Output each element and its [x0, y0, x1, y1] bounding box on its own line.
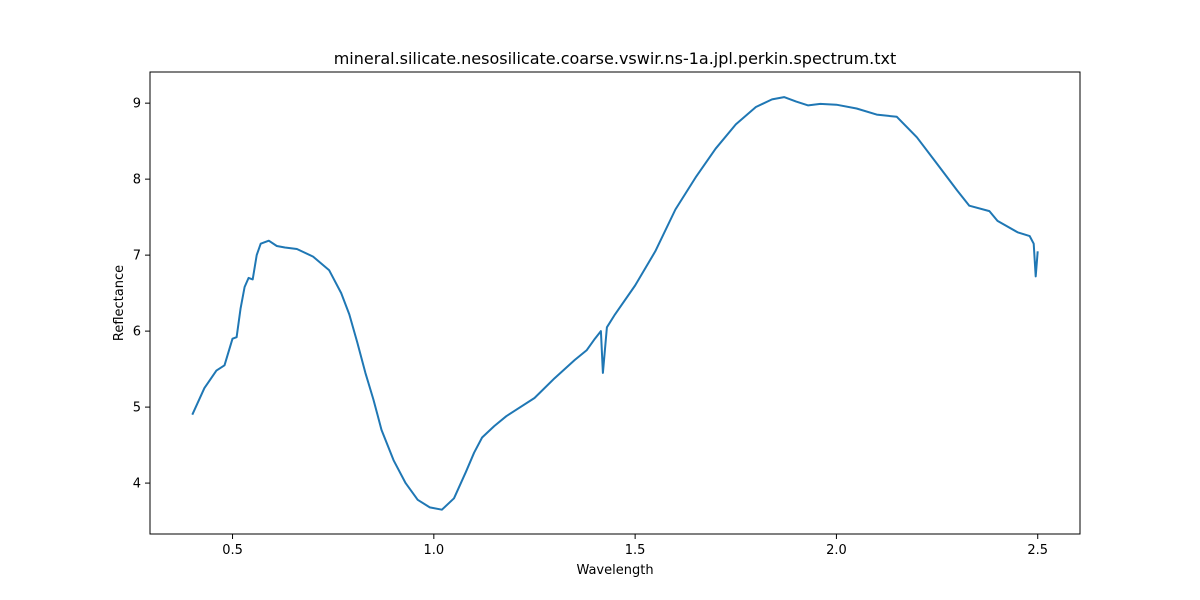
y-tick-label: 8: [133, 173, 141, 188]
x-tick-label: 1.0: [423, 543, 444, 558]
y-tick-label: 9: [133, 97, 141, 112]
x-tick-label: 2.0: [826, 543, 847, 558]
y-tick-label: 4: [133, 477, 141, 492]
y-axis-label: Reflectance: [112, 265, 127, 341]
y-tick-label: 7: [133, 249, 141, 264]
y-tick-label: 5: [133, 401, 141, 416]
spectrum-line: [191, 96, 1039, 511]
x-tick-label: 0.5: [222, 543, 243, 558]
x-axis-label: Wavelength: [576, 563, 653, 578]
axes-frame: [149, 71, 1081, 535]
y-axis-ticks: 4 5 6 7 8 9: [133, 97, 150, 492]
x-tick-label: 2.5: [1027, 543, 1048, 558]
chart-title: mineral.silicate.nesosilicate.coarse.vsw…: [334, 49, 897, 68]
y-tick-label: 6: [133, 325, 141, 340]
x-tick-label: 1.5: [625, 543, 646, 558]
plot-area: [191, 96, 1039, 511]
x-axis-ticks: 0.5 1.0 1.5 2.0 2.5: [222, 534, 1048, 558]
